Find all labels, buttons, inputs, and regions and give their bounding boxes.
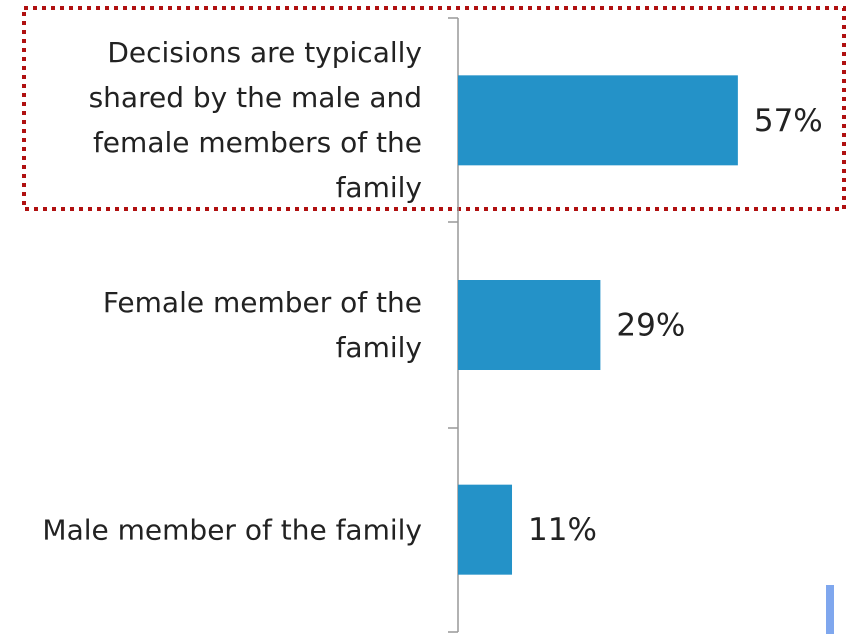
data-label: 11%: [528, 512, 597, 548]
highlight-box: [22, 6, 846, 211]
decoration: [826, 585, 834, 634]
bar: [458, 75, 738, 166]
category-label: Decisions are typically shared by the ma…: [88, 36, 422, 205]
category-label: Female member of the family: [102, 286, 422, 364]
bar: [458, 484, 513, 575]
data-label: 57%: [754, 103, 823, 139]
data-label: 29%: [616, 308, 685, 344]
bar: [458, 280, 601, 370]
category-label: Male member of the family: [42, 513, 422, 547]
